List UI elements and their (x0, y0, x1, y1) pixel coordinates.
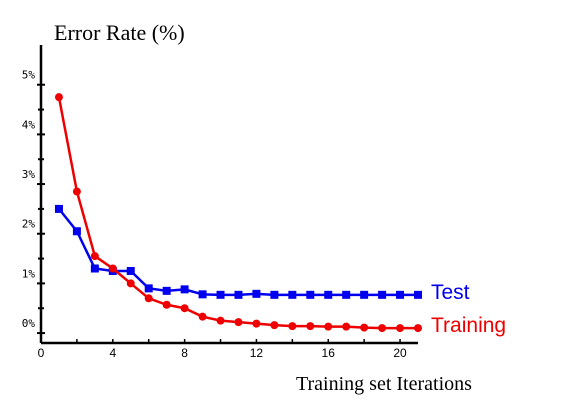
data-point-training (306, 322, 315, 331)
data-point-test (180, 285, 189, 294)
data-point-test (378, 290, 387, 299)
data-point-test (414, 290, 422, 299)
data-point-training (270, 321, 279, 330)
data-point-test (90, 264, 99, 273)
data-point-training (378, 324, 387, 333)
data-point-training (126, 279, 135, 288)
data-point-test (54, 204, 63, 213)
data-point-training (162, 300, 171, 309)
axes (37, 45, 418, 345)
data-point-test (126, 266, 135, 275)
data-point-test (288, 290, 297, 299)
x-tick-label: 0 (38, 346, 45, 360)
y-tick-label: 0% (22, 317, 36, 330)
data-point-test (306, 290, 315, 299)
data-point-test (252, 289, 261, 298)
data-point-training (144, 294, 153, 303)
data-point-training (252, 319, 261, 328)
y-tick-label: 2% (22, 218, 36, 231)
y-tick-label: 5% (22, 69, 36, 82)
data-point-test (270, 290, 279, 299)
y-tick-label: 4% (22, 118, 36, 131)
y-tick-label: 1% (22, 267, 36, 280)
data-point-training (198, 312, 207, 321)
data-point-training (414, 324, 422, 333)
series-line-test (57, 208, 418, 297)
data-point-test (144, 284, 153, 293)
data-point-test (162, 286, 171, 295)
data-point-training (72, 187, 81, 196)
x-tick-label: 16 (322, 346, 336, 360)
data-point-training (360, 323, 369, 332)
tick-labels: 0% 1% 2% 3% 4% 5% 0 4 8 12 16 20 (22, 69, 407, 360)
data-point-training (396, 324, 405, 333)
x-tick-label: 8 (181, 346, 188, 360)
data-point-training (342, 322, 351, 331)
x-axis-title: Training set Iterations (296, 373, 472, 395)
data-point-test (234, 290, 243, 299)
data-point-training (288, 322, 297, 331)
x-tick-label: 12 (250, 346, 264, 360)
data-point-test (360, 290, 369, 299)
x-tick-label: 4 (109, 346, 116, 360)
series-label-training: Training (431, 314, 506, 337)
data-point-test (396, 290, 405, 299)
data-point-training (234, 318, 243, 327)
data-point-test (198, 290, 207, 299)
data-point-training (324, 322, 333, 331)
series-layer: Test Training (54, 93, 506, 337)
data-point-training (90, 252, 99, 261)
data-point-test (216, 290, 225, 299)
series-label-test: Test (431, 281, 470, 304)
data-point-training (54, 93, 63, 102)
data-point-training (108, 264, 117, 273)
data-point-training (216, 316, 225, 325)
x-tick-label: 20 (393, 346, 407, 360)
y-tick-label: 3% (22, 168, 36, 181)
data-point-training (180, 304, 189, 313)
data-point-test (324, 290, 333, 299)
chart-title: Error Rate (%) (54, 20, 185, 45)
data-point-test (72, 227, 81, 236)
data-point-test (342, 290, 351, 299)
